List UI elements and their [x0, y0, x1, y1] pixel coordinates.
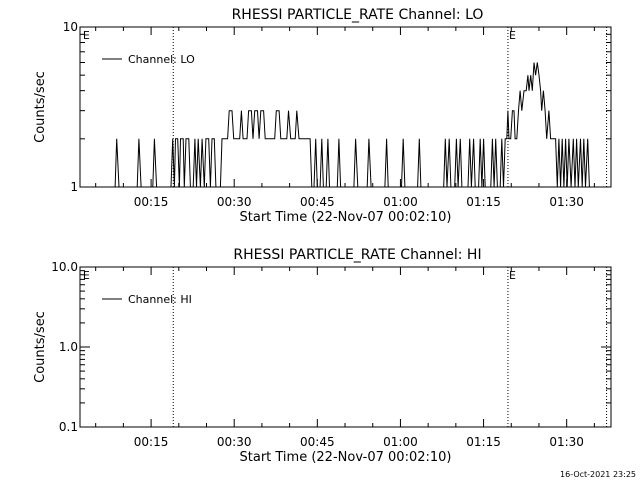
event-marker: E	[83, 29, 90, 42]
y-tick-label: 1	[70, 180, 78, 194]
y-tick-label: 10.0	[51, 260, 78, 274]
event-marker: E	[509, 29, 516, 42]
x-tick-label: 01:00	[383, 435, 418, 449]
chart-panel-1	[79, 26, 612, 188]
y-axis-label: Counts/sec	[33, 311, 48, 383]
x-tick-label: 01:30	[549, 195, 584, 209]
footer-timestamp: 16-Oct-2021 23:25	[560, 470, 636, 479]
chart-title: RHESSI PARTICLE_RATE Channel: LO	[232, 7, 484, 23]
plot-frame	[79, 266, 612, 428]
legend-label: Channel: HI	[128, 293, 192, 306]
x-tick-label: 00:30	[217, 435, 252, 449]
x-axis-label: Start Time (22-Nov-07 00:02:10)	[240, 450, 452, 465]
chart-panel-2	[79, 266, 612, 428]
x-tick-label: 01:30	[549, 435, 584, 449]
x-tick-label: 00:45	[300, 435, 335, 449]
x-tick-label: 01:15	[466, 435, 501, 449]
y-tick-label: 10	[63, 20, 78, 34]
chart-title: RHESSI PARTICLE_RATE Channel: HI	[233, 247, 481, 263]
x-tick-label: 00:15	[134, 435, 169, 449]
x-tick-label: 00:45	[300, 195, 335, 209]
series-line-1	[80, 62, 611, 188]
y-tick-label: 0.1	[59, 420, 78, 434]
event-marker: E	[509, 269, 516, 282]
x-tick-label: 01:00	[383, 195, 418, 209]
x-tick-label: 01:15	[466, 195, 501, 209]
x-tick-label: 00:30	[217, 195, 252, 209]
legend-label: Channel: LO	[128, 53, 195, 66]
x-axis-label: Start Time (22-Nov-07 00:02:10)	[240, 210, 452, 225]
plot-frame	[79, 26, 612, 188]
event-marker: E	[83, 269, 90, 282]
y-tick-label: 1.0	[59, 340, 78, 354]
x-tick-label: 00:15	[134, 195, 169, 209]
y-axis-label: Counts/sec	[33, 71, 48, 143]
